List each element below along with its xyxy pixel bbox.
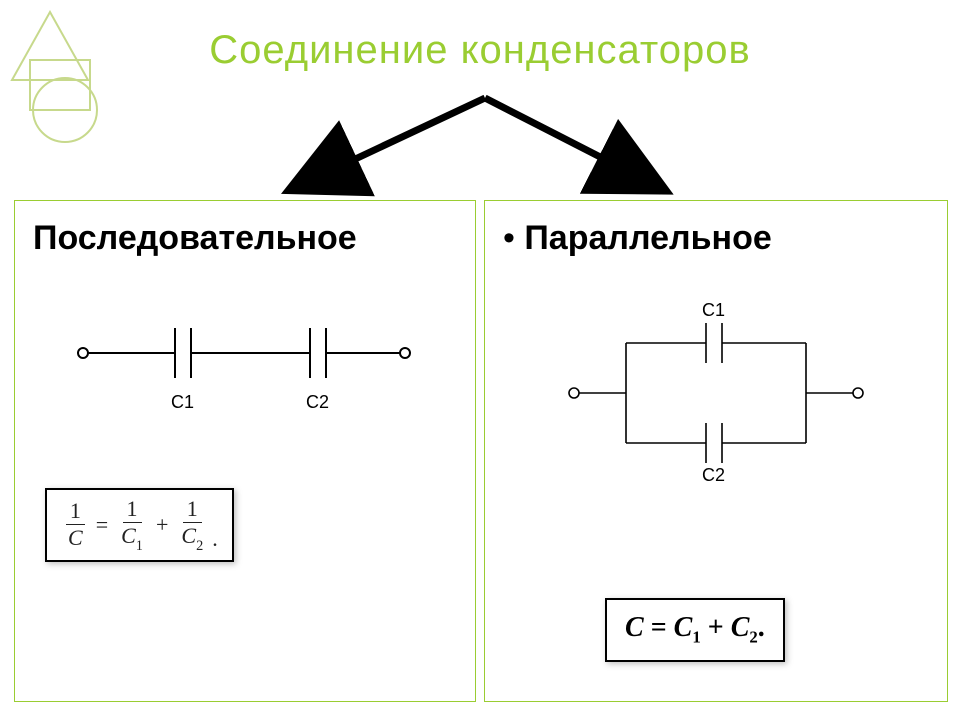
pf-eq: = (644, 612, 674, 643)
f-t2-den-s: 2 (196, 538, 203, 554)
f-t1-den-s: 1 (136, 538, 143, 554)
f-t2-num: 1 (183, 498, 202, 523)
parallel-circuit-diagram: C1 C2 (556, 298, 876, 488)
label-c1-p: C1 (702, 300, 725, 320)
f-lhs-den: C (68, 525, 83, 550)
pf-period: . (758, 612, 765, 643)
pf-r1s: 1 (692, 628, 700, 647)
f-t1-num: 1 (123, 498, 142, 523)
pf-r2s: 2 (749, 628, 757, 647)
panel-series: Последовательное C1 C2 1 C = (14, 200, 476, 702)
series-formula: 1 C = 1 C1 + 1 C2 . (45, 488, 234, 562)
panel-parallel: Параллельное C1 C2 (484, 200, 948, 702)
panel-parallel-heading: Параллельное (503, 219, 947, 258)
pf-lhs: C (625, 612, 644, 643)
label-c1: C1 (171, 392, 194, 412)
pf-r2b: C (731, 612, 750, 643)
panel-series-heading: Последовательное (33, 219, 475, 258)
pf-r1b: C (674, 612, 693, 643)
f-lhs-num: 1 (66, 500, 85, 525)
label-c2-p: C2 (702, 465, 725, 485)
f-plus: + (156, 512, 168, 538)
parallel-formula: C = C1 + C2. (605, 598, 785, 662)
f-t2-den-b: C (181, 523, 196, 548)
branch-arrows (260, 90, 700, 200)
page-title: Соединение конденсаторов (0, 28, 960, 73)
pf-plus: + (701, 612, 731, 643)
f-t1-den-b: C (121, 523, 136, 548)
f-eq: = (96, 512, 108, 538)
series-circuit-diagram: C1 C2 (65, 298, 425, 428)
f-period: . (212, 526, 218, 552)
label-c2: C2 (306, 392, 329, 412)
